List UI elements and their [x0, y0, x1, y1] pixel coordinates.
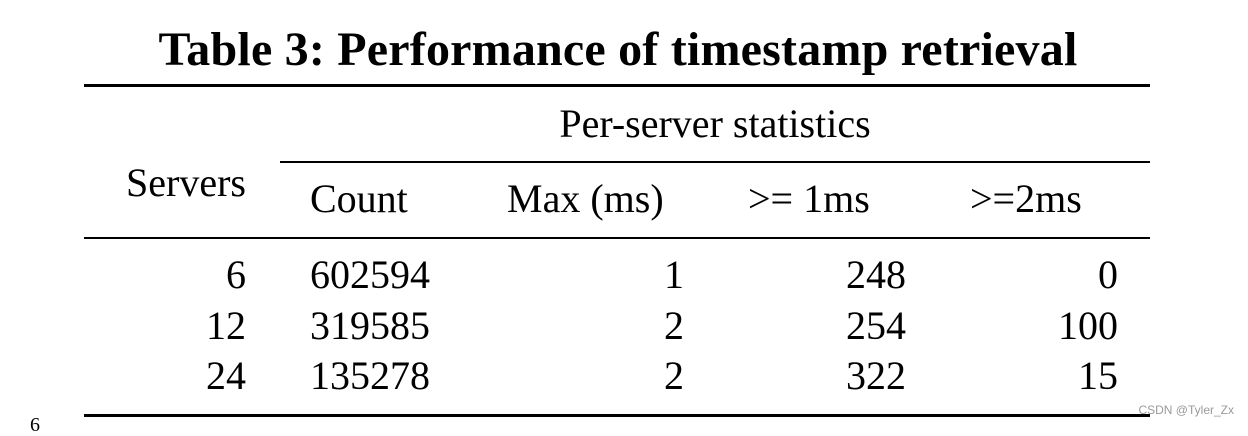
- bottom-rule: [84, 414, 1150, 417]
- table-caption: Table 3: Performance of timestamp retrie…: [158, 23, 1078, 76]
- table-row-cell-max: 2: [664, 303, 684, 348]
- table-row-cell-count: 602594: [310, 252, 430, 297]
- servers-column-header: Servers: [126, 160, 246, 205]
- table-row-cell-max: 1: [664, 252, 684, 297]
- table-row-cell-servers: 12: [206, 303, 246, 348]
- table-row-cell-servers: 6: [226, 252, 246, 297]
- page-fragment-text: 6: [30, 414, 40, 436]
- spanning-header: Per-server statistics: [559, 101, 871, 146]
- table-row-cell-servers: 24: [206, 353, 246, 398]
- table-row-cell-count: 319585: [310, 303, 430, 348]
- table-row-cell-ge2ms: 0: [1098, 252, 1118, 297]
- table-row-cell-ge2ms: 100: [1058, 303, 1118, 348]
- ge-2ms-column-header: >=2ms: [970, 176, 1082, 221]
- header-rule: [84, 237, 1150, 239]
- top-rule: [84, 84, 1150, 87]
- table-row-cell-ge1ms: 254: [846, 303, 906, 348]
- table-row-cell-max: 2: [664, 353, 684, 398]
- ge-1ms-column-header: >= 1ms: [748, 176, 870, 221]
- table-row-cell-ge1ms: 248: [846, 252, 906, 297]
- table-row-cell-count: 135278: [310, 353, 430, 398]
- table-row-cell-ge1ms: 322: [846, 353, 906, 398]
- spanning-header-rule: [280, 161, 1150, 163]
- count-column-header: Count: [310, 176, 408, 221]
- watermark: CSDN @Tyler_Zx: [1138, 403, 1234, 417]
- max-column-header: Max (ms): [507, 176, 664, 221]
- table-row-cell-ge2ms: 15: [1078, 353, 1118, 398]
